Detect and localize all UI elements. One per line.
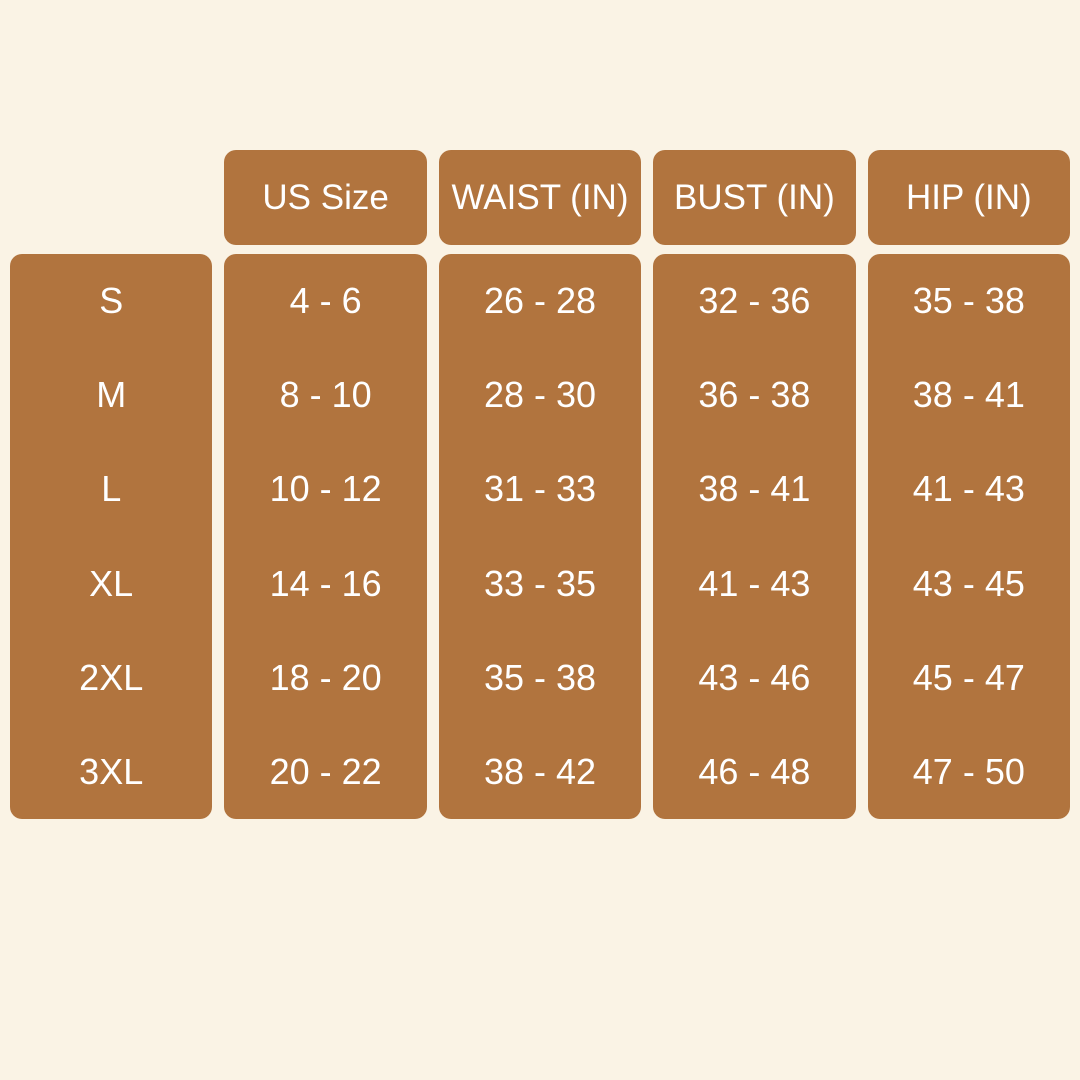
column-header-hip: HIP (IN) [867,150,1071,245]
table-cell: L [101,468,122,510]
column-bust: BUST (IN) 32 - 36 36 - 38 38 - 41 41 - 4… [653,150,856,819]
table-cell: 38 - 42 [483,750,597,792]
table-cell: 2XL [79,656,144,698]
waist-values-box: 26 - 28 28 - 30 31 - 33 33 - 35 35 - 38 … [438,254,642,819]
table-cell: 47 - 50 [912,750,1025,792]
table-cell: 18 - 20 [269,656,382,698]
bust-values-box: 32 - 36 36 - 38 38 - 41 41 - 43 43 - 46 … [653,254,856,819]
table-cell: S [99,280,124,322]
table-cell: 43 - 45 [912,562,1025,604]
table-cell: 20 - 22 [269,750,382,792]
table-cell: 8 - 10 [279,374,372,416]
table-cell: 26 - 28 [483,280,597,322]
table-cell: 35 - 38 [912,280,1025,322]
table-cell: XL [89,562,134,604]
table-cell: 10 - 12 [269,468,382,510]
table-cell: 14 - 16 [269,562,382,604]
hip-values-box: 35 - 38 38 - 41 41 - 43 43 - 45 45 - 47 … [867,254,1071,819]
table-cell: 4 - 6 [289,280,362,322]
table-cell: 33 - 35 [483,562,597,604]
column-header-us-size: US Size [224,150,427,245]
column-waist: WAIST (IN) 26 - 28 28 - 30 31 - 33 33 - … [438,150,642,819]
column-us-size: US Size 4 - 6 8 - 10 10 - 12 14 - 16 18 … [224,150,427,819]
column-header-bust: BUST (IN) [653,150,856,245]
header-spacer [10,150,212,245]
table-cell: 38 - 41 [698,468,811,510]
table-cell: 45 - 47 [912,656,1025,698]
column-hip: HIP (IN) 35 - 38 38 - 41 41 - 43 43 - 45… [867,150,1071,819]
table-cell: 36 - 38 [698,374,811,416]
us-size-values-box: 4 - 6 8 - 10 10 - 12 14 - 16 18 - 20 20 … [224,254,427,819]
table-cell: M [96,374,127,416]
size-chart-table: S M L XL 2XL 3XL US Size 4 - 6 8 - 10 10… [10,150,1071,819]
table-cell: 28 - 30 [483,374,597,416]
table-cell: 3XL [79,750,144,792]
column-size-labels: S M L XL 2XL 3XL [10,150,213,819]
table-cell: 35 - 38 [483,656,597,698]
table-cell: 41 - 43 [912,468,1025,510]
table-cell: 31 - 33 [483,468,597,510]
table-cell: 41 - 43 [698,562,811,604]
table-cell: 43 - 46 [698,656,811,698]
table-cell: 32 - 36 [698,280,811,322]
size-labels-box: S M L XL 2XL 3XL [10,254,213,819]
table-cell: 38 - 41 [912,374,1025,416]
table-cell: 46 - 48 [698,750,811,792]
column-header-waist: WAIST (IN) [438,150,642,245]
